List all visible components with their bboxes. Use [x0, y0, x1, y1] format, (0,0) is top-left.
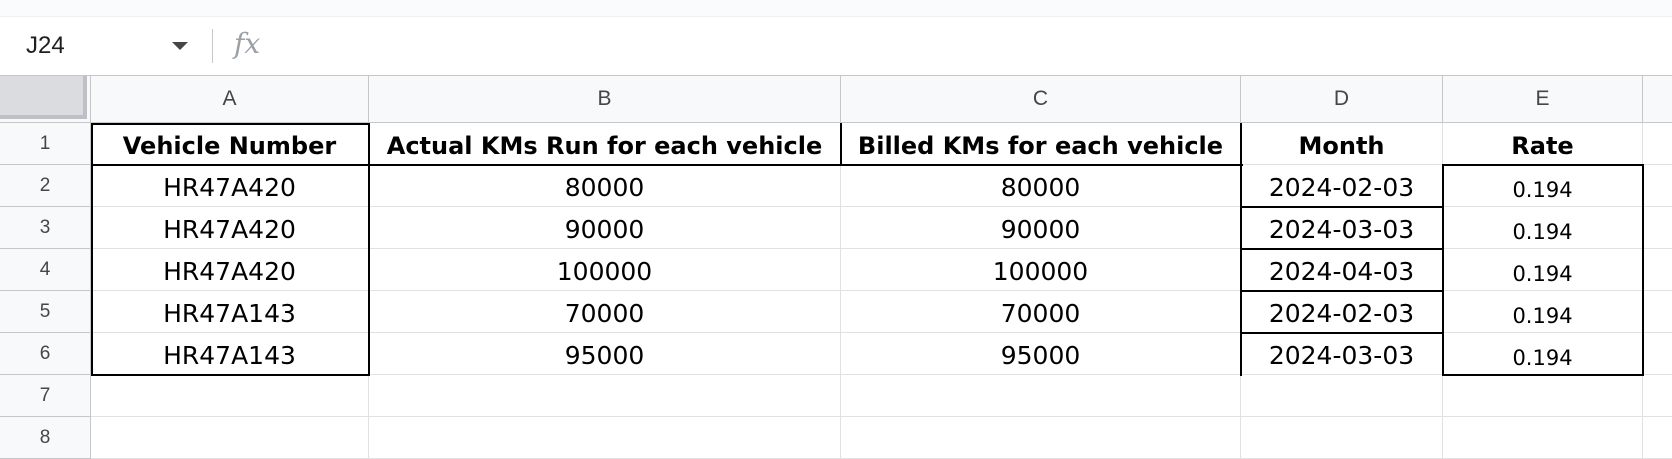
cell-a5[interactable]: HR47A143	[91, 291, 369, 333]
cell-c3[interactable]: 90000	[841, 207, 1241, 249]
cell-a4[interactable]: HR47A420	[91, 249, 369, 291]
row-header-4[interactable]: 4	[0, 249, 91, 291]
cell-d5[interactable]: 2024-02-03	[1241, 291, 1443, 333]
cell-a8[interactable]	[91, 417, 369, 459]
row-header-5[interactable]: 5	[0, 291, 91, 333]
cell-e2[interactable]: 0.194	[1443, 165, 1643, 207]
cell-b6[interactable]: 95000	[369, 333, 841, 375]
column-header-f[interactable]	[1643, 76, 1672, 123]
name-box-value: J24	[26, 32, 65, 59]
cell-c6[interactable]: 95000	[841, 333, 1241, 375]
chevron-down-icon[interactable]	[172, 42, 188, 50]
cell-b8[interactable]	[369, 417, 841, 459]
formula-bar-divider	[212, 29, 213, 63]
column-header-a[interactable]: A	[91, 76, 369, 123]
row-header-3[interactable]: 3	[0, 207, 91, 249]
name-box[interactable]: J24	[26, 31, 196, 61]
cell-f8[interactable]	[1643, 417, 1672, 459]
formula-bar: J24 fx	[0, 17, 1672, 76]
cell-a6[interactable]: HR47A143	[91, 333, 369, 375]
cell-c1[interactable]: Billed KMs for each vehicle	[841, 123, 1241, 165]
cell-f5[interactable]	[1643, 291, 1672, 333]
cell-d1[interactable]: Month	[1241, 123, 1443, 165]
cell-e7[interactable]	[1443, 375, 1643, 417]
cell-b1[interactable]: Actual KMs Run for each vehicle	[369, 123, 841, 165]
cell-e3[interactable]: 0.194	[1443, 207, 1643, 249]
formula-input[interactable]	[280, 29, 1644, 65]
cell-b7[interactable]	[369, 375, 841, 417]
row-header-1[interactable]: 1	[0, 123, 91, 165]
row-header-6[interactable]: 6	[0, 333, 91, 375]
cell-c7[interactable]	[841, 375, 1241, 417]
cell-c5[interactable]: 70000	[841, 291, 1241, 333]
cell-b5[interactable]: 70000	[369, 291, 841, 333]
column-header-e[interactable]: E	[1443, 76, 1643, 123]
cell-e1[interactable]: Rate	[1443, 123, 1643, 165]
row-header-2[interactable]: 2	[0, 165, 91, 207]
column-header-c[interactable]: C	[841, 76, 1241, 123]
cell-f7[interactable]	[1643, 375, 1672, 417]
cell-e8[interactable]	[1443, 417, 1643, 459]
cell-f6[interactable]	[1643, 333, 1672, 375]
select-all-corner[interactable]	[0, 76, 91, 123]
cell-d7[interactable]	[1241, 375, 1443, 417]
cell-e5[interactable]: 0.194	[1443, 291, 1643, 333]
column-header-b[interactable]: B	[369, 76, 841, 123]
cell-f3[interactable]	[1643, 207, 1672, 249]
cell-a2[interactable]: HR47A420	[91, 165, 369, 207]
cell-b4[interactable]: 100000	[369, 249, 841, 291]
cell-d6[interactable]: 2024-03-03	[1241, 333, 1443, 375]
cell-e6[interactable]: 0.194	[1443, 333, 1643, 375]
cell-d4[interactable]: 2024-04-03	[1241, 249, 1443, 291]
cell-d2[interactable]: 2024-02-03	[1241, 165, 1443, 207]
fx-icon: fx	[234, 27, 261, 60]
spreadsheet-grid: A B C D E 1 2 3 4 5 6 7 8 Vehicle Number…	[0, 76, 1672, 459]
cell-a1[interactable]: Vehicle Number	[91, 123, 369, 165]
cell-c4[interactable]: 100000	[841, 249, 1241, 291]
cell-c2[interactable]: 80000	[841, 165, 1241, 207]
cell-e4[interactable]: 0.194	[1443, 249, 1643, 291]
row-header-8[interactable]: 8	[0, 417, 91, 459]
cell-d3[interactable]: 2024-03-03	[1241, 207, 1443, 249]
cell-b3[interactable]: 90000	[369, 207, 841, 249]
toolbar-strip	[0, 0, 1672, 17]
cell-a7[interactable]	[91, 375, 369, 417]
cell-f1[interactable]	[1643, 123, 1672, 165]
cell-b2[interactable]: 80000	[369, 165, 841, 207]
cell-d8[interactable]	[1241, 417, 1443, 459]
cell-c8[interactable]	[841, 417, 1241, 459]
cell-f2[interactable]	[1643, 165, 1672, 207]
cell-a3[interactable]: HR47A420	[91, 207, 369, 249]
cell-f4[interactable]	[1643, 249, 1672, 291]
row-header-7[interactable]: 7	[0, 375, 91, 417]
column-header-d[interactable]: D	[1241, 76, 1443, 123]
